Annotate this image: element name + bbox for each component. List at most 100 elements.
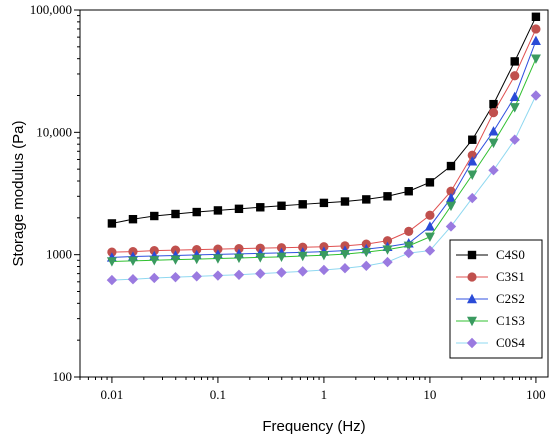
data-point	[255, 253, 266, 263]
data-point	[340, 197, 350, 206]
data-point	[509, 134, 520, 145]
data-point	[510, 71, 520, 81]
legend-marker	[467, 250, 477, 260]
data-point	[127, 256, 138, 267]
data-point	[509, 103, 520, 113]
series-C0S4	[106, 90, 542, 286]
series-line	[111, 40, 537, 258]
data-point	[192, 207, 201, 217]
legend-marker	[466, 337, 478, 349]
data-point	[212, 254, 223, 264]
data-point	[149, 272, 160, 284]
data-point	[106, 274, 118, 286]
data-point	[170, 271, 181, 283]
data-point	[361, 260, 372, 272]
data-point	[403, 247, 414, 259]
data-point	[128, 214, 138, 224]
data-point	[171, 209, 180, 219]
data-point	[233, 269, 245, 280]
legend-item-C1S3: C1S3	[456, 313, 525, 328]
data-point	[382, 236, 393, 246]
series-C4S0	[107, 12, 541, 228]
data-point	[424, 232, 435, 242]
legend-item-C4S0: C4S0	[456, 247, 525, 262]
data-point	[107, 247, 117, 257]
legend-label: C3S1	[496, 269, 525, 284]
data-point	[510, 57, 519, 66]
data-point	[170, 255, 181, 265]
y-axis: 100 1000 10,000 100,000	[30, 2, 80, 384]
data-point	[297, 266, 308, 277]
data-point	[467, 156, 478, 166]
data-point	[191, 254, 202, 265]
data-point	[297, 251, 308, 262]
data-point	[127, 274, 139, 285]
data-point	[489, 99, 498, 109]
legend-label: C2S2	[496, 291, 525, 306]
legend-marker	[467, 316, 477, 327]
data-point	[318, 251, 329, 261]
data-point	[191, 271, 202, 282]
data-point	[531, 24, 541, 34]
data-point	[149, 245, 159, 256]
x-tick-label: 10	[423, 387, 436, 402]
data-point	[361, 247, 372, 258]
data-point	[382, 256, 393, 268]
legend-item-C2S2: C2S2	[456, 291, 525, 306]
data-point	[467, 192, 478, 204]
legend-label: C1S3	[496, 313, 525, 328]
data-point	[403, 241, 414, 252]
data-point	[488, 107, 499, 118]
data-point	[383, 192, 392, 201]
data-point	[509, 91, 520, 102]
data-point	[149, 256, 160, 266]
data-point	[213, 206, 223, 215]
data-point	[530, 90, 542, 101]
data-point	[404, 226, 414, 236]
y-axis-title: Storage modulus (Pa)	[10, 121, 27, 267]
data-point	[277, 201, 286, 210]
x-tick-label: 100	[526, 387, 546, 402]
y-tick-label: 100	[53, 369, 73, 384]
data-point	[107, 219, 117, 228]
data-point	[468, 135, 477, 144]
x-tick-label: 0.1	[210, 387, 226, 402]
data-point	[212, 270, 224, 281]
data-point	[276, 252, 287, 263]
data-point	[445, 201, 456, 212]
data-point	[488, 138, 499, 149]
legend-marker	[467, 293, 477, 304]
data-point	[339, 249, 350, 260]
data-point	[319, 198, 329, 208]
data-point	[530, 54, 541, 64]
x-axis: 0.01 0.1 1 10 100	[79, 377, 546, 402]
data-point	[425, 210, 435, 220]
data-point	[530, 35, 541, 46]
data-point	[488, 165, 499, 176]
data-point	[488, 126, 499, 136]
data-point	[531, 12, 541, 21]
legend: C4S0 C3S1 C2S2 C1S3 C0S4	[449, 239, 543, 359]
data-point	[425, 178, 435, 187]
y-tick-label: 100,000	[30, 2, 72, 17]
data-point	[192, 245, 202, 255]
data-point	[255, 268, 266, 279]
data-point	[404, 187, 413, 196]
data-point	[233, 253, 244, 264]
series-line	[111, 16, 537, 224]
data-point	[276, 267, 287, 278]
data-point	[318, 264, 330, 276]
x-axis-title: Frequency (Hz)	[262, 418, 365, 435]
legend-label: C0S4	[496, 335, 525, 350]
data-point	[339, 263, 351, 274]
data-point	[424, 221, 435, 231]
data-point	[234, 244, 244, 254]
y-tick-label: 10,000	[36, 124, 72, 139]
x-tick-label: 0.01	[101, 387, 124, 402]
data-point	[424, 245, 436, 256]
data-point	[467, 170, 478, 180]
x-tick-label: 1	[321, 387, 328, 402]
legend-marker	[467, 272, 477, 282]
data-point	[382, 245, 393, 255]
data-point	[445, 192, 456, 203]
